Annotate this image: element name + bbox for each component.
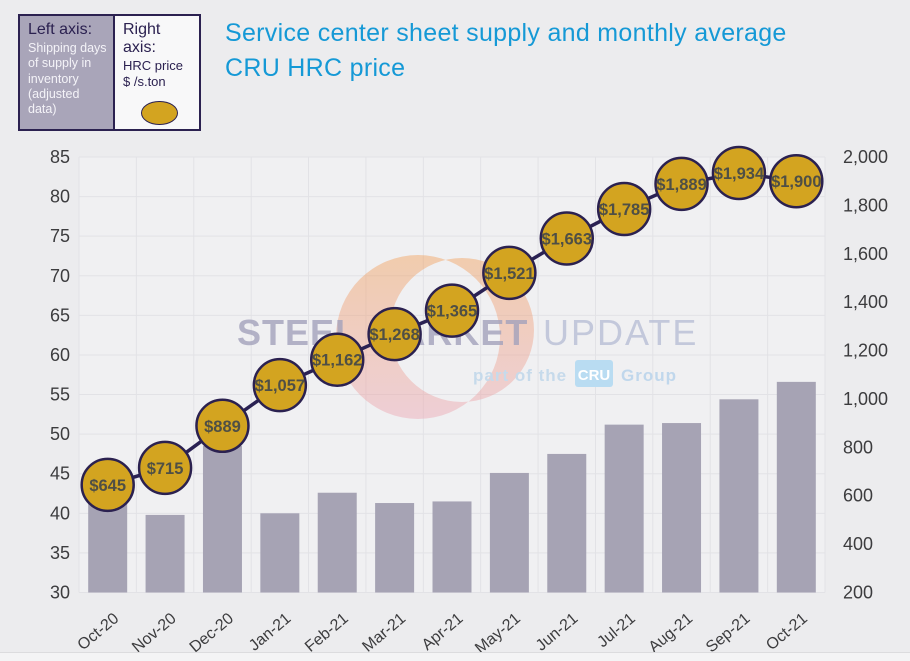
bar-Apr-21 [432, 501, 472, 593]
left-axis-tick: 85 [50, 147, 70, 167]
left-axis-tick: 45 [50, 464, 70, 484]
left-axis-tick: 55 [50, 385, 70, 405]
price-label-Nov-20: $715 [147, 460, 184, 478]
left-axis-tick: 30 [50, 583, 70, 603]
price-marker-Apr-21 [424, 283, 480, 338]
legend-left-title: Left axis: [28, 21, 93, 38]
right-axis-tick: 800 [843, 437, 873, 457]
left-axis-tick: 50 [50, 424, 70, 444]
x-axis-tick-Mar-21: Mar-21 [359, 610, 409, 656]
price-label-Dec-20: $889 [204, 418, 241, 436]
bar-Dec-20 [202, 446, 242, 593]
x-axis-tick-Apr-21: Apr-21 [419, 610, 467, 654]
x-axis-tick-Feb-21: Feb-21 [302, 610, 352, 656]
price-marker-Nov-20 [137, 440, 193, 496]
right-axis-tick: 1,200 [843, 341, 888, 361]
watermark-tagline-prefix: part of the [473, 366, 567, 385]
price-label-Apr-21: $1,365 [427, 303, 477, 321]
legend: Left axis: Shipping days of supply in in… [18, 14, 201, 131]
left-axis-tick: 80 [50, 187, 70, 207]
bar-Jul-21 [604, 424, 644, 593]
bar-Aug-21 [662, 423, 702, 593]
x-axis-tick-Oct-20: Oct-20 [75, 610, 123, 654]
price-marker-Jul-21 [596, 181, 652, 237]
legend-right-axis: Right axis: HRC price $ /s.ton [115, 16, 199, 129]
price-markers: $645 $715 $889 $1,057 $1,162 $1,268 $1,365 $1,5… [80, 145, 824, 513]
right-axis-tick: 200 [843, 583, 873, 603]
x-axis-tick-May-21: May-21 [472, 610, 524, 657]
price-label-Jan-21: $1,057 [255, 377, 305, 395]
bar-Oct-21 [776, 381, 816, 593]
x-axis-tick-Jun-21: Jun-21 [533, 610, 581, 655]
bar-Mar-21 [375, 503, 415, 593]
x-axis-tick-Jan-21: Jan-21 [246, 610, 294, 655]
price-label-Oct-21: $1,900 [771, 173, 821, 191]
x-axis-tick-Sep-21: Sep-21 [703, 610, 754, 656]
cru-badge-label: CRU [578, 367, 611, 384]
price-marker-May-21 [482, 245, 537, 301]
price-marker-Jan-21 [252, 357, 308, 413]
price-marker-Dec-20 [195, 398, 250, 454]
legend-right-line1: HRC price [123, 58, 183, 73]
price-label-Jul-21: $1,785 [599, 201, 649, 219]
bar-Oct-20 [88, 503, 128, 593]
bar-Jan-21 [260, 513, 300, 593]
left-axis-tick: 35 [50, 543, 70, 563]
price-marker-Jun-21 [539, 211, 595, 266]
right-axis-tick: 1,000 [843, 389, 888, 409]
right-axis-tick: 1,600 [843, 244, 888, 264]
price-marker-Mar-21 [367, 306, 422, 362]
bar-Jun-21 [547, 453, 587, 593]
cru-badge-icon [575, 360, 613, 387]
right-axis-tick: 2,000 [843, 147, 888, 167]
price-marker-Oct-21 [769, 153, 824, 209]
page-title: Service center sheet supply and monthly … [225, 19, 787, 82]
x-axis-tick-Aug-21: Aug-21 [646, 610, 697, 656]
x-axis-tick-Nov-20: Nov-20 [129, 610, 180, 656]
left-axis-tick: 75 [50, 226, 70, 246]
legend-right-line2: $ /s.ton [123, 74, 166, 90]
price-label-Sep-21: $1,934 [714, 165, 765, 183]
price-marker-Aug-21 [654, 156, 709, 212]
legend-right-title: Right axis: [123, 21, 161, 56]
crescent-logo-icon [336, 255, 534, 419]
price-marker-Sep-21 [711, 145, 767, 201]
price-label-Mar-21: $1,268 [369, 326, 419, 344]
watermark-tagline-suffix: Group [621, 366, 677, 385]
bar-May-21 [489, 472, 529, 593]
x-axis-tick-Oct-21: Oct-21 [763, 610, 811, 654]
right-axis-tick: 600 [843, 486, 873, 506]
price-label-Aug-21: $1,889 [656, 176, 706, 194]
price-marker-Oct-20 [80, 457, 135, 513]
price-label-May-21: $1,521 [484, 265, 534, 283]
x-axis-tick-Jul-21: Jul-21 [594, 610, 638, 651]
right-axis-tick: 1,800 [843, 195, 888, 215]
right-axis-tick: 400 [843, 534, 873, 554]
right-axis-tick: 1,400 [843, 292, 888, 312]
price-marker-Feb-21 [309, 332, 365, 387]
watermark-brand-light: UPDATE [543, 312, 698, 353]
gold-circle-icon [140, 100, 178, 125]
footer-strip [0, 652, 910, 661]
left-axis-tick: 65 [50, 305, 70, 325]
price-label-Oct-20: $645 [89, 477, 126, 495]
bar-Nov-20 [145, 514, 185, 593]
legend-left-axis: Left axis: Shipping days of supply in in… [20, 16, 115, 129]
left-axis-tick: 40 [50, 503, 70, 523]
left-axis-tick: 60 [50, 345, 70, 365]
x-axis-tick-Dec-20: Dec-20 [187, 610, 238, 656]
bar-Sep-21 [719, 399, 759, 593]
price-label-Jun-21: $1,663 [542, 231, 592, 249]
bar-series [88, 381, 816, 593]
price-label-Feb-21: $1,162 [312, 352, 362, 370]
bar-Feb-21 [317, 492, 357, 593]
left-axis-tick: 70 [50, 266, 70, 286]
legend-left-body: Shipping days of supply in inventory (ad… [28, 41, 107, 116]
